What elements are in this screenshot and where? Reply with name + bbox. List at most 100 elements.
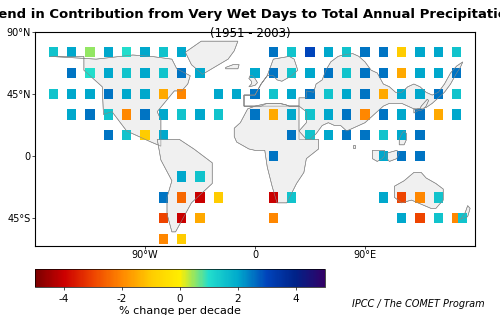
- FancyBboxPatch shape: [250, 109, 260, 120]
- FancyBboxPatch shape: [104, 89, 113, 99]
- Text: Trend in Contribution from Very Wet Days to Total Annual Precipitation: Trend in Contribution from Very Wet Days…: [0, 8, 500, 21]
- FancyBboxPatch shape: [122, 68, 131, 78]
- FancyBboxPatch shape: [196, 68, 204, 78]
- FancyBboxPatch shape: [104, 109, 113, 120]
- FancyBboxPatch shape: [452, 109, 461, 120]
- Polygon shape: [244, 54, 463, 139]
- FancyBboxPatch shape: [452, 89, 461, 99]
- FancyBboxPatch shape: [122, 130, 131, 140]
- FancyBboxPatch shape: [159, 192, 168, 203]
- Polygon shape: [372, 150, 384, 161]
- FancyBboxPatch shape: [196, 171, 204, 182]
- FancyBboxPatch shape: [416, 213, 424, 223]
- FancyBboxPatch shape: [269, 213, 278, 223]
- FancyBboxPatch shape: [269, 151, 278, 161]
- FancyBboxPatch shape: [177, 109, 186, 120]
- FancyBboxPatch shape: [140, 47, 149, 57]
- FancyBboxPatch shape: [140, 130, 149, 140]
- FancyBboxPatch shape: [324, 109, 333, 120]
- FancyBboxPatch shape: [177, 192, 186, 203]
- FancyBboxPatch shape: [269, 89, 278, 99]
- FancyBboxPatch shape: [379, 47, 388, 57]
- FancyBboxPatch shape: [159, 130, 168, 140]
- FancyBboxPatch shape: [140, 109, 149, 120]
- FancyBboxPatch shape: [434, 47, 443, 57]
- FancyBboxPatch shape: [397, 130, 406, 140]
- FancyBboxPatch shape: [342, 47, 351, 57]
- FancyBboxPatch shape: [269, 192, 278, 203]
- FancyBboxPatch shape: [397, 151, 406, 161]
- FancyBboxPatch shape: [379, 68, 388, 78]
- Polygon shape: [234, 103, 318, 203]
- Polygon shape: [249, 76, 258, 87]
- Text: (1951 - 2003): (1951 - 2003): [210, 27, 290, 40]
- FancyBboxPatch shape: [250, 68, 260, 78]
- FancyBboxPatch shape: [306, 89, 314, 99]
- FancyBboxPatch shape: [86, 89, 94, 99]
- FancyBboxPatch shape: [434, 68, 443, 78]
- Text: IPCC / The COMET Program: IPCC / The COMET Program: [352, 299, 485, 309]
- FancyBboxPatch shape: [287, 68, 296, 78]
- FancyBboxPatch shape: [104, 47, 113, 57]
- FancyBboxPatch shape: [67, 109, 76, 120]
- FancyBboxPatch shape: [140, 68, 149, 78]
- FancyBboxPatch shape: [177, 68, 186, 78]
- FancyBboxPatch shape: [306, 68, 314, 78]
- FancyBboxPatch shape: [397, 109, 406, 120]
- FancyBboxPatch shape: [306, 130, 314, 140]
- FancyBboxPatch shape: [177, 234, 186, 244]
- FancyBboxPatch shape: [379, 151, 388, 161]
- FancyBboxPatch shape: [397, 68, 406, 78]
- FancyBboxPatch shape: [397, 89, 406, 99]
- FancyBboxPatch shape: [324, 89, 333, 99]
- FancyBboxPatch shape: [287, 130, 296, 140]
- FancyBboxPatch shape: [324, 47, 333, 57]
- FancyBboxPatch shape: [452, 68, 461, 78]
- FancyBboxPatch shape: [360, 68, 370, 78]
- FancyBboxPatch shape: [177, 47, 186, 57]
- FancyBboxPatch shape: [196, 192, 204, 203]
- Polygon shape: [226, 65, 239, 69]
- FancyBboxPatch shape: [416, 130, 424, 140]
- FancyBboxPatch shape: [397, 213, 406, 223]
- FancyBboxPatch shape: [269, 68, 278, 78]
- FancyBboxPatch shape: [159, 213, 168, 223]
- FancyBboxPatch shape: [306, 47, 314, 57]
- FancyBboxPatch shape: [306, 109, 314, 120]
- FancyBboxPatch shape: [159, 89, 168, 99]
- FancyBboxPatch shape: [214, 109, 223, 120]
- FancyBboxPatch shape: [177, 213, 186, 223]
- FancyBboxPatch shape: [342, 68, 351, 78]
- FancyBboxPatch shape: [250, 89, 260, 99]
- FancyBboxPatch shape: [360, 89, 370, 99]
- FancyBboxPatch shape: [287, 192, 296, 203]
- FancyBboxPatch shape: [397, 47, 406, 57]
- Polygon shape: [50, 55, 190, 146]
- FancyBboxPatch shape: [196, 109, 204, 120]
- Polygon shape: [460, 206, 470, 220]
- Polygon shape: [399, 131, 406, 145]
- FancyBboxPatch shape: [86, 109, 94, 120]
- FancyBboxPatch shape: [458, 213, 468, 223]
- FancyBboxPatch shape: [159, 234, 168, 244]
- FancyBboxPatch shape: [104, 68, 113, 78]
- Polygon shape: [414, 99, 428, 113]
- FancyBboxPatch shape: [379, 109, 388, 120]
- FancyBboxPatch shape: [360, 130, 370, 140]
- FancyBboxPatch shape: [67, 89, 76, 99]
- Polygon shape: [186, 41, 238, 74]
- FancyBboxPatch shape: [177, 171, 186, 182]
- FancyBboxPatch shape: [48, 47, 58, 57]
- FancyBboxPatch shape: [86, 47, 94, 57]
- FancyBboxPatch shape: [122, 47, 131, 57]
- FancyBboxPatch shape: [159, 47, 168, 57]
- FancyBboxPatch shape: [159, 68, 168, 78]
- Polygon shape: [387, 150, 399, 161]
- FancyBboxPatch shape: [342, 89, 351, 99]
- FancyBboxPatch shape: [232, 89, 241, 99]
- FancyBboxPatch shape: [48, 89, 58, 99]
- FancyBboxPatch shape: [360, 47, 370, 57]
- FancyBboxPatch shape: [67, 47, 76, 57]
- Polygon shape: [353, 145, 355, 148]
- FancyBboxPatch shape: [452, 47, 461, 57]
